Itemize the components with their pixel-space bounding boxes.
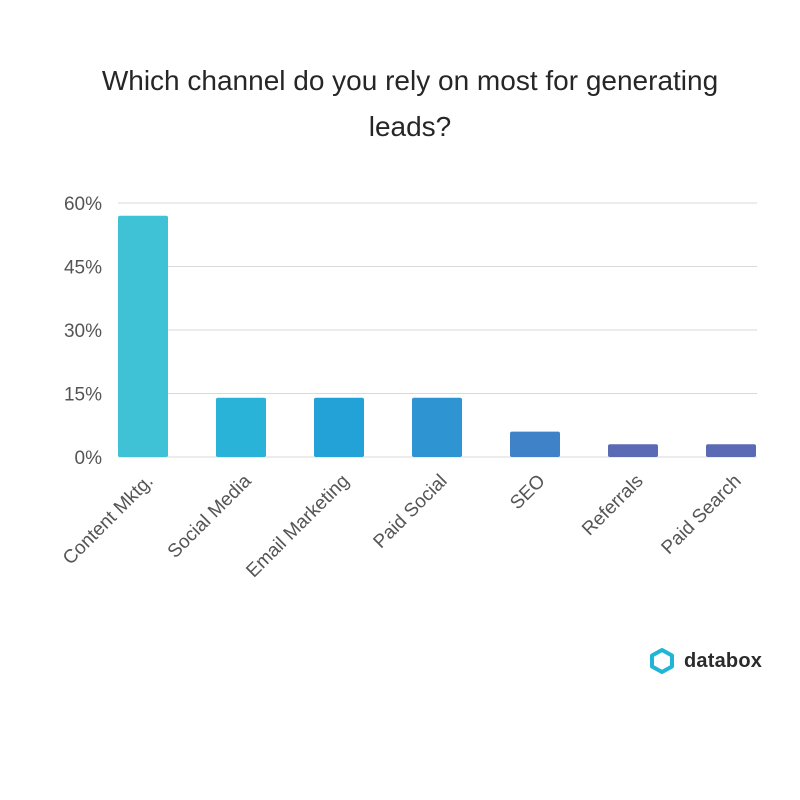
- bars: [118, 215, 756, 457]
- chart-title: Which channel do you rely on most for ge…: [101, 65, 719, 142]
- bar: [314, 397, 364, 457]
- databox-brand: databox: [648, 647, 762, 675]
- x-tick-label: Paid Social: [370, 471, 452, 553]
- y-tick-label: 0%: [75, 448, 103, 469]
- y-tick-label: 30%: [64, 321, 102, 342]
- bar: [510, 431, 560, 457]
- databox-logo-icon: [650, 648, 674, 674]
- x-tick-label: SEO: [506, 471, 549, 514]
- x-tick-label: Referrals: [578, 471, 647, 540]
- brand-name: databox: [684, 649, 763, 672]
- y-axis-tick-labels: 0% 15% 30% 45% 60%: [64, 194, 102, 469]
- x-tick-label: Paid Search: [658, 471, 746, 559]
- bar: [608, 444, 658, 457]
- bar: [216, 397, 266, 457]
- y-tick-label: 60%: [64, 194, 102, 215]
- bar: [118, 215, 168, 457]
- bar: [412, 397, 462, 457]
- x-tick-label: Social Media: [164, 470, 256, 562]
- bar: [706, 444, 756, 457]
- y-tick-label: 45%: [64, 258, 102, 279]
- x-tick-label: Email Marketing: [242, 471, 353, 582]
- x-tick-label: Content Mktg.: [59, 471, 157, 569]
- y-tick-label: 15%: [64, 385, 102, 406]
